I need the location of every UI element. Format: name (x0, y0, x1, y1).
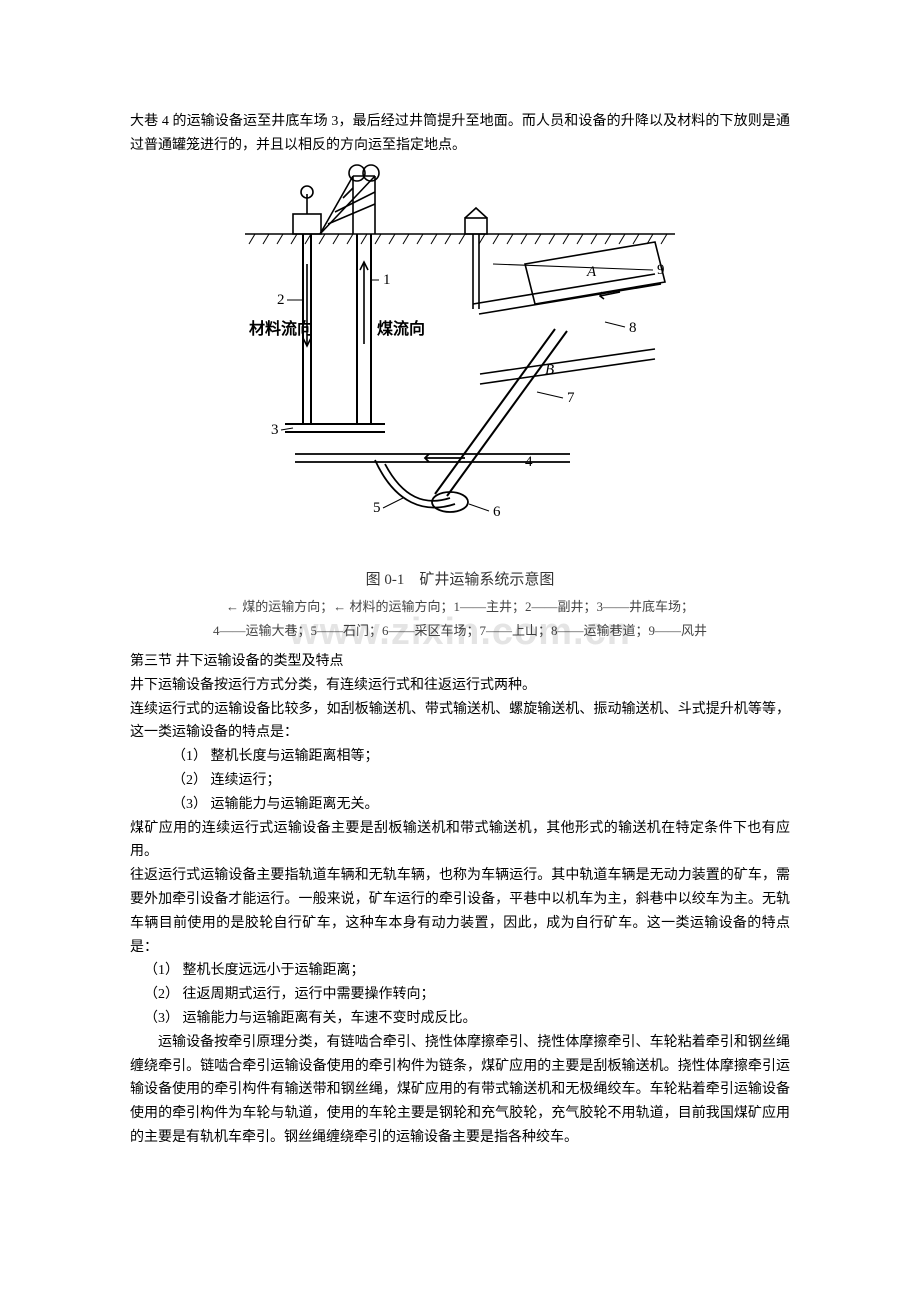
p3: 煤矿应用的连续运行式运输设备主要是刮板输送机和带式输送机，其他形式的输送机在特定… (130, 817, 790, 865)
svg-text:煤流向: 煤流向 (377, 319, 425, 338)
list-a-item-1: （1） 整机长度与运输距离相等； (172, 745, 790, 769)
list-text: 运输能力与运输距离无关。 (211, 797, 379, 812)
mine-transport-diagram-svg: 2 1 3 4 5 6 7 8 9 A B 材料流向 (225, 164, 695, 554)
list-number: （2） (144, 983, 179, 1007)
list-text: 往返周期式运行，运行中需要操作转向； (183, 987, 435, 1002)
list-number: （1） (144, 959, 179, 983)
document-page: 大巷 4 的运输设备运至井底车场 3，最后经过井筒提升至地面。而人员和设备的升降… (0, 0, 920, 1260)
figure-0-1: 2 1 3 4 5 6 7 8 9 A B 材料流向 (130, 164, 790, 642)
figure-legend-2: 4——运输大巷；5——石门；6——采区车场；7——上山；8——运输巷道；9——风… (130, 620, 790, 642)
list-b-item-2: （2） 往返周期式运行，运行中需要操作转向； (144, 983, 790, 1007)
p1: 井下运输设备按运行方式分类，有连续运行式和往返运行式两种。 (130, 674, 790, 698)
svg-text:4: 4 (525, 454, 533, 470)
list-number: （2） (172, 769, 207, 793)
svg-text:2: 2 (277, 292, 285, 308)
list-text: 整机长度与运输距离相等； (211, 749, 379, 764)
list-a: （1） 整机长度与运输距离相等； （2） 连续运行； （3） 运输能力与运输距离… (130, 745, 790, 816)
figure-legend-1: ← 煤的运输方向；← 材料的运输方向；1——主井；2——副井；3——井底车场； (130, 596, 790, 618)
list-b-item-1: （1） 整机长度远远小于运输距离； (144, 959, 790, 983)
list-text: 运输能力与运输距离有关，车速不变时成反比。 (183, 1011, 477, 1026)
svg-text:5: 5 (373, 500, 381, 516)
list-text: 连续运行； (211, 773, 281, 788)
figure-caption: 图 0-1 矿井运输系统示意图 (130, 568, 790, 594)
svg-text:8: 8 (629, 320, 637, 336)
svg-text:3: 3 (271, 422, 279, 438)
p5: 运输设备按牵引原理分类，有链啮合牵引、挠性体摩擦牵引、挠性体摩擦牵引、车轮粘着牵… (130, 1031, 790, 1150)
p4: 往返运行式运输设备主要指轨道车辆和无轨车辆，也称为车辆运行。其中轨道车辆是无动力… (130, 864, 790, 959)
svg-text:1: 1 (383, 272, 391, 288)
svg-text:9: 9 (657, 262, 665, 278)
list-number: （3） (144, 1007, 179, 1031)
list-number: （1） (172, 745, 207, 769)
list-b: （1） 整机长度远远小于运输距离； （2） 往返周期式运行，运行中需要操作转向；… (130, 959, 790, 1030)
list-number: （3） (172, 793, 207, 817)
list-b-item-3: （3） 运输能力与运输距离有关，车速不变时成反比。 (144, 1007, 790, 1031)
intro-paragraph: 大巷 4 的运输设备运至井底车场 3，最后经过井筒提升至地面。而人员和设备的升降… (130, 110, 790, 158)
svg-text:6: 6 (493, 504, 501, 520)
svg-text:B: B (545, 362, 554, 378)
section-3-title: 第三节 井下运输设备的类型及特点 (130, 650, 790, 674)
svg-text:A: A (586, 264, 597, 280)
svg-text:7: 7 (567, 390, 575, 406)
svg-text:材料流向: 材料流向 (249, 319, 313, 338)
list-a-item-2: （2） 连续运行； (172, 769, 790, 793)
list-a-item-3: （3） 运输能力与运输距离无关。 (172, 793, 790, 817)
p2: 连续运行式的运输设备比较多，如刮板输送机、带式输送机、螺旋输送机、振动输送机、斗… (130, 698, 790, 746)
list-text: 整机长度远远小于运输距离； (183, 963, 365, 978)
